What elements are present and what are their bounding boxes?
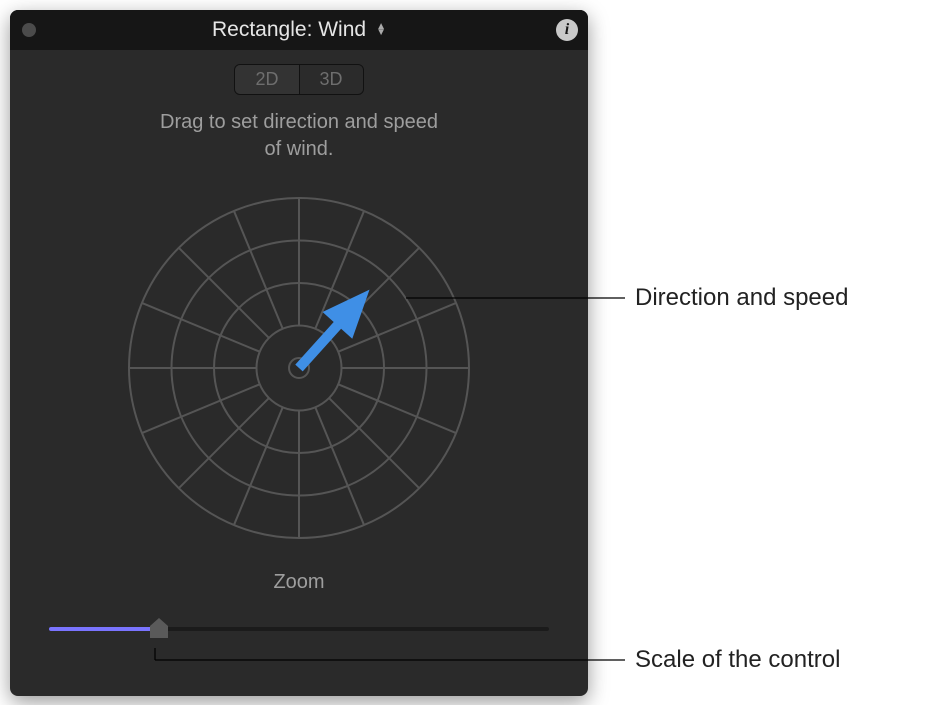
callout-scale: Scale of the control xyxy=(635,646,840,674)
slider-thumb[interactable] xyxy=(146,616,172,642)
title-dropdown[interactable]: Rectangle: Wind ▲▼ xyxy=(212,18,386,42)
callout-direction: Direction and speed xyxy=(635,284,848,312)
dial-grid xyxy=(114,183,484,553)
titlebar: Rectangle: Wind ▲▼ i xyxy=(10,10,588,50)
panel-body: 2D 3D Drag to set direction and speed of… xyxy=(10,50,588,644)
slider-fill xyxy=(49,627,159,631)
mode-segmented-control[interactable]: 2D 3D xyxy=(234,64,363,95)
info-button[interactable]: i xyxy=(556,19,578,41)
wind-dial[interactable] xyxy=(114,183,484,553)
slider-thumb-icon xyxy=(146,616,172,642)
mode-3d-button[interactable]: 3D xyxy=(299,65,363,94)
instruction-line2: of wind. xyxy=(160,136,438,163)
zoom-slider[interactable] xyxy=(49,614,549,644)
instruction-text: Drag to set direction and speed of wind. xyxy=(160,109,438,163)
info-icon: i xyxy=(565,21,569,39)
mode-2d-button[interactable]: 2D xyxy=(235,65,298,94)
panel-title: Rectangle: Wind xyxy=(212,18,366,42)
instruction-line1: Drag to set direction and speed xyxy=(160,109,438,136)
chevron-updown-icon: ▲▼ xyxy=(376,24,386,36)
zoom-label: Zoom xyxy=(273,571,324,594)
hud-panel: Rectangle: Wind ▲▼ i 2D 3D Drag to set d… xyxy=(10,10,588,696)
window-close-dot[interactable] xyxy=(22,23,36,37)
